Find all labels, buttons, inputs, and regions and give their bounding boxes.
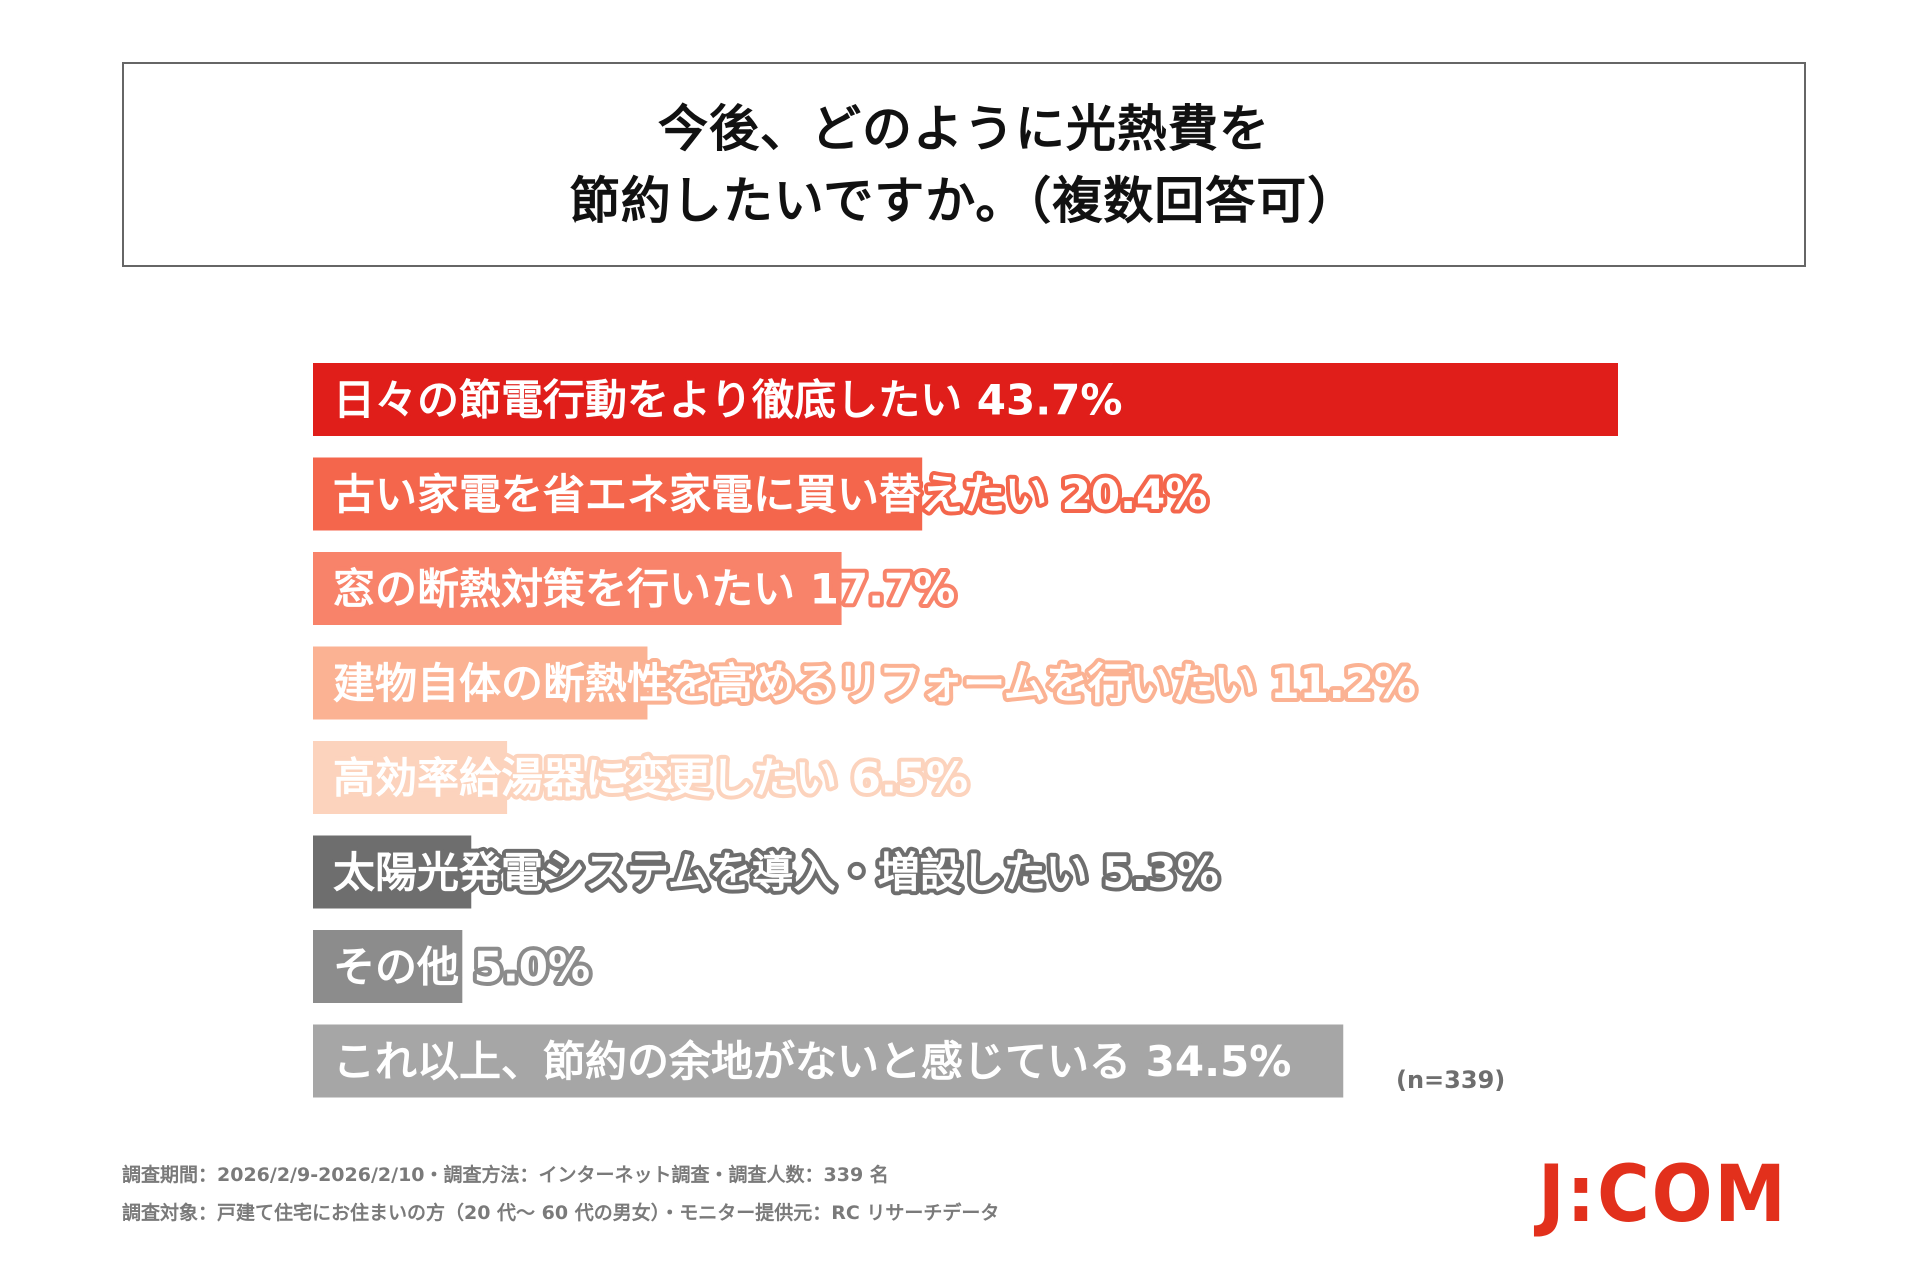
title-box: 今後、どのように光熱費を 節約したいですか。（複数回答可） [122, 62, 1806, 267]
bar-4 [313, 646, 648, 720]
bar-label-6: 太陽光発電システムを導入・増設したい 5.3% [333, 848, 1219, 897]
bar-label-8: これ以上、節約の余地がないと感じている 34.5% [333, 1037, 1291, 1086]
bar-6 [313, 835, 472, 909]
bar-label-2: 古い家電を省エネ家電に買い替えたい 20.4% [333, 470, 1207, 519]
sample-size-note: (n=339) [1396, 1066, 1506, 1094]
bar-label-4: 建物自体の断熱性を高めるリフォームを行いたい 11.2% [333, 659, 1416, 708]
bar-3 [313, 552, 842, 625]
survey-info-line-1: 調査期間：2026/2/9-2026/2/10・調査方法：インターネット調査・調… [122, 1164, 889, 1186]
chart-title-line-2: 節約したいですか。（複数回答可） [569, 171, 1359, 230]
bar-label-5: 高効率給湯器に変更したい 6.5% [333, 754, 968, 803]
bar-label-7: その他 5.0% [333, 943, 590, 992]
bar-8 [313, 1024, 1344, 1098]
survey-info-line-2: 調査対象：戸建て住宅にお住まいの方（20 代～ 60 代の男女）・モニター提供元… [122, 1202, 1000, 1224]
bar-1 [313, 363, 1618, 436]
jcom-logo: J:COM [1538, 1150, 1788, 1240]
bar-7 [313, 930, 463, 1003]
bar-label-3: 窓の断熱対策を行いたい 17.7% [333, 565, 955, 614]
chart-title-line-1: 今後、どのように光熱費を [658, 99, 1270, 158]
bar-label-1: 日々の節電行動をより徹底したい 43.7% [333, 376, 1123, 425]
bar-5 [313, 741, 508, 814]
bar-2 [313, 457, 923, 531]
